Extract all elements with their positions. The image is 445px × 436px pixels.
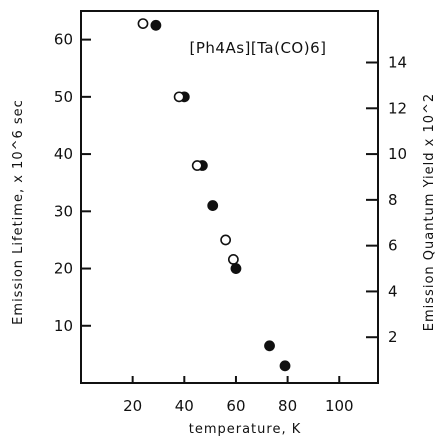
x-tick-label: 40	[175, 397, 194, 415]
y-tick-label: 10	[54, 317, 73, 335]
lifetime-point	[150, 19, 162, 31]
lifetime-point	[207, 200, 219, 211]
x-tick-label: 20	[123, 397, 142, 415]
plot-frame	[80, 10, 379, 384]
y2-tick-label: 8	[388, 191, 398, 209]
quantum-yield-point	[227, 253, 239, 265]
quantum-yield-point	[137, 18, 149, 29]
y2-tick-label: 14	[388, 54, 407, 72]
x-tick-label: 80	[278, 397, 297, 415]
x-axis: 20 40 60 80 100	[123, 376, 354, 415]
y-tick-label: 60	[54, 31, 73, 49]
y2-tick-label: 10	[388, 145, 407, 163]
lifetime-point	[279, 360, 291, 372]
lifetime-point	[264, 340, 275, 352]
chart-annotation: [Ph4As][Ta(CO)6]	[190, 39, 327, 57]
x-tick-label: 100	[325, 397, 354, 415]
y-axis-title-left: Emission Lifetime, x 10^6 sec	[11, 99, 26, 325]
y-axis-left: 10 20 30 40 50 60	[54, 31, 91, 335]
x-tick-label: 60	[226, 397, 245, 415]
y-tick-label: 40	[54, 145, 73, 163]
y2-tick-label: 6	[388, 237, 398, 255]
plot-border	[80, 10, 379, 384]
y2-tick-label: 2	[388, 328, 398, 346]
quantum-yield-point	[191, 160, 203, 171]
data-points	[137, 18, 291, 372]
x-axis-title: temperature, K	[189, 422, 302, 436]
y-tick-label: 20	[54, 260, 73, 278]
y-axis-right: 2 4 6 8 10 12 14	[366, 54, 407, 346]
quantum-yield-point	[220, 234, 232, 246]
y-tick-label: 50	[54, 88, 73, 106]
y2-tick-label: 12	[388, 99, 407, 117]
y-axis-title-right: Emission Quantum Yield x 10^2	[422, 93, 437, 331]
lifetime-point	[230, 263, 242, 274]
quantum-yield-point	[173, 91, 185, 103]
y-tick-label: 30	[54, 202, 73, 220]
y2-tick-label: 4	[388, 282, 398, 300]
